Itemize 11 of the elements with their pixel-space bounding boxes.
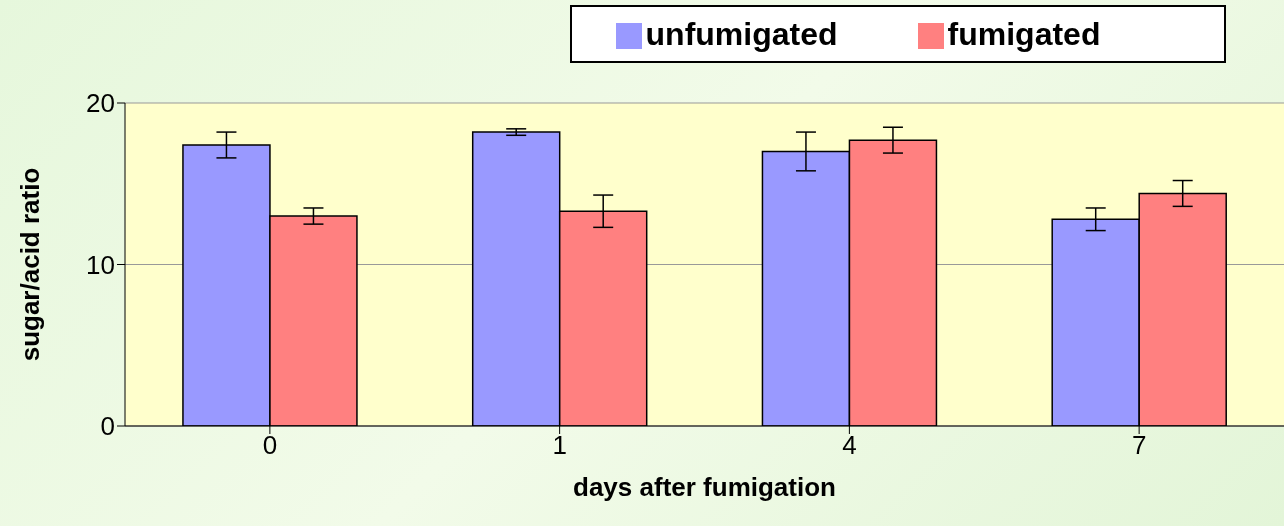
y-axis-title: sugar/acid ratio	[15, 167, 46, 362]
legend-label: fumigated	[947, 15, 1101, 52]
x-tick-label: 0	[262, 430, 278, 461]
y-tick-label: 0	[100, 411, 115, 442]
x-axis-title: days after fumigation	[573, 472, 836, 502]
y-tick-label: 10	[86, 249, 115, 280]
y-tick-label: 20	[86, 88, 115, 119]
x-tick-label: 1	[552, 430, 567, 461]
x-tick-label: 7	[1131, 430, 1147, 461]
legend-label: unfumigated	[645, 15, 838, 52]
x-tick-label: 4	[842, 430, 857, 461]
